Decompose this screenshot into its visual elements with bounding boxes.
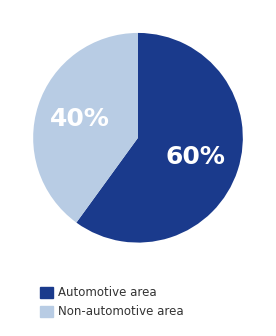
Wedge shape	[33, 33, 138, 222]
Wedge shape	[76, 33, 243, 243]
Legend: Automotive area, Non-automotive area: Automotive area, Non-automotive area	[39, 287, 184, 318]
Text: 60%: 60%	[166, 144, 226, 169]
Text: 40%: 40%	[50, 107, 110, 131]
